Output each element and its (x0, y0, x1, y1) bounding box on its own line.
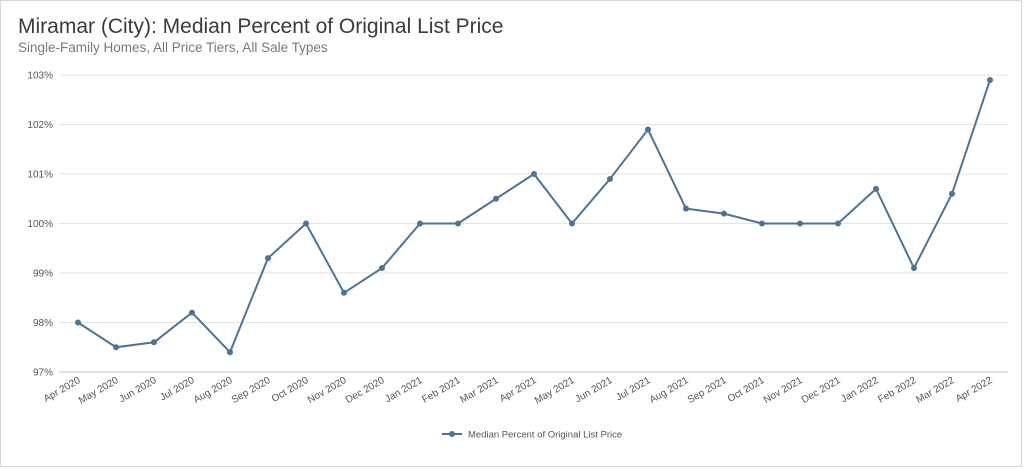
data-point[interactable] (683, 205, 689, 212)
y-tick-label: 102% (27, 120, 53, 131)
y-tick-label: 98% (33, 318, 53, 329)
y-tick-label: 97% (33, 368, 53, 379)
x-tick-label: Nov 2020 (306, 375, 349, 406)
data-point[interactable] (949, 190, 955, 197)
data-point[interactable] (569, 220, 575, 227)
x-tick-label: Jun 2020 (117, 375, 159, 405)
y-tick-label: 100% (27, 219, 53, 230)
x-tick-label: Oct 2020 (270, 375, 311, 405)
y-tick-label: 99% (33, 269, 53, 280)
data-point[interactable] (493, 195, 499, 202)
x-tick-label: Sep 2021 (686, 375, 729, 406)
x-tick-label: Nov 2021 (762, 375, 805, 406)
data-point[interactable] (113, 344, 119, 351)
data-point[interactable] (75, 319, 81, 326)
legend: Median Percent of Original List Price (442, 430, 622, 441)
y-tick-label: 103% (27, 71, 53, 82)
data-point[interactable] (873, 185, 879, 192)
x-tick-label: Dec 2021 (800, 375, 843, 406)
x-tick-label: Apr 2020 (42, 375, 83, 405)
y-tick-label: 101% (27, 170, 53, 181)
x-tick-label: Jan 2021 (383, 375, 425, 405)
x-tick-label: Apr 2022 (954, 375, 995, 405)
data-point[interactable] (721, 210, 727, 217)
data-point[interactable] (417, 220, 423, 227)
data-point[interactable] (151, 339, 157, 346)
data-point[interactable] (455, 220, 461, 227)
x-tick-label: Mar 2022 (914, 375, 956, 406)
x-tick-label: Jun 2021 (573, 375, 615, 405)
data-point[interactable] (797, 220, 803, 227)
legend-label[interactable]: Median Percent of Original List Price (468, 430, 622, 441)
series-layer (75, 76, 993, 356)
x-tick-label: Jul 2021 (614, 375, 653, 404)
data-point[interactable] (227, 349, 233, 356)
x-tick-label: Dec 2020 (344, 375, 387, 406)
x-tick-label: May 2021 (533, 375, 577, 407)
x-tick-label: Jul 2020 (158, 375, 197, 404)
data-point[interactable] (911, 265, 917, 272)
x-tick-label: Jan 2022 (839, 375, 881, 405)
data-point[interactable] (379, 265, 385, 272)
data-point[interactable] (531, 171, 537, 177)
legend-marker (449, 431, 455, 437)
data-point[interactable] (303, 220, 309, 227)
x-tick-label: Mar 2021 (458, 375, 500, 406)
x-tick-label: May 2020 (77, 375, 121, 407)
data-point[interactable] (607, 175, 613, 182)
data-point[interactable] (835, 220, 841, 227)
chart-title: Miramar (City): Median Percent of Origin… (18, 15, 504, 38)
data-point[interactable] (759, 220, 765, 227)
x-tick-label: Feb 2021 (420, 375, 462, 406)
data-point[interactable] (265, 255, 271, 262)
x-tick-label: Aug 2020 (192, 375, 235, 406)
x-tick-label: Apr 2021 (498, 375, 539, 405)
x-tick-label: Oct 2021 (726, 375, 767, 405)
series-line (77, 79, 991, 354)
x-tick-label: Aug 2021 (648, 375, 691, 406)
y-axis: 97% 98% 99% 100% 101% 102% 103% (27, 71, 53, 379)
data-point[interactable] (341, 289, 347, 296)
data-point[interactable] (987, 76, 993, 83)
data-point[interactable] (645, 126, 651, 133)
x-tick-label: Sep 2020 (230, 375, 273, 406)
gridlines (59, 74, 1008, 373)
data-point[interactable] (189, 309, 195, 316)
chart-subtitle: Single-Family Homes, All Price Tiers, Al… (18, 40, 328, 55)
x-tick-label: Feb 2022 (876, 375, 918, 406)
